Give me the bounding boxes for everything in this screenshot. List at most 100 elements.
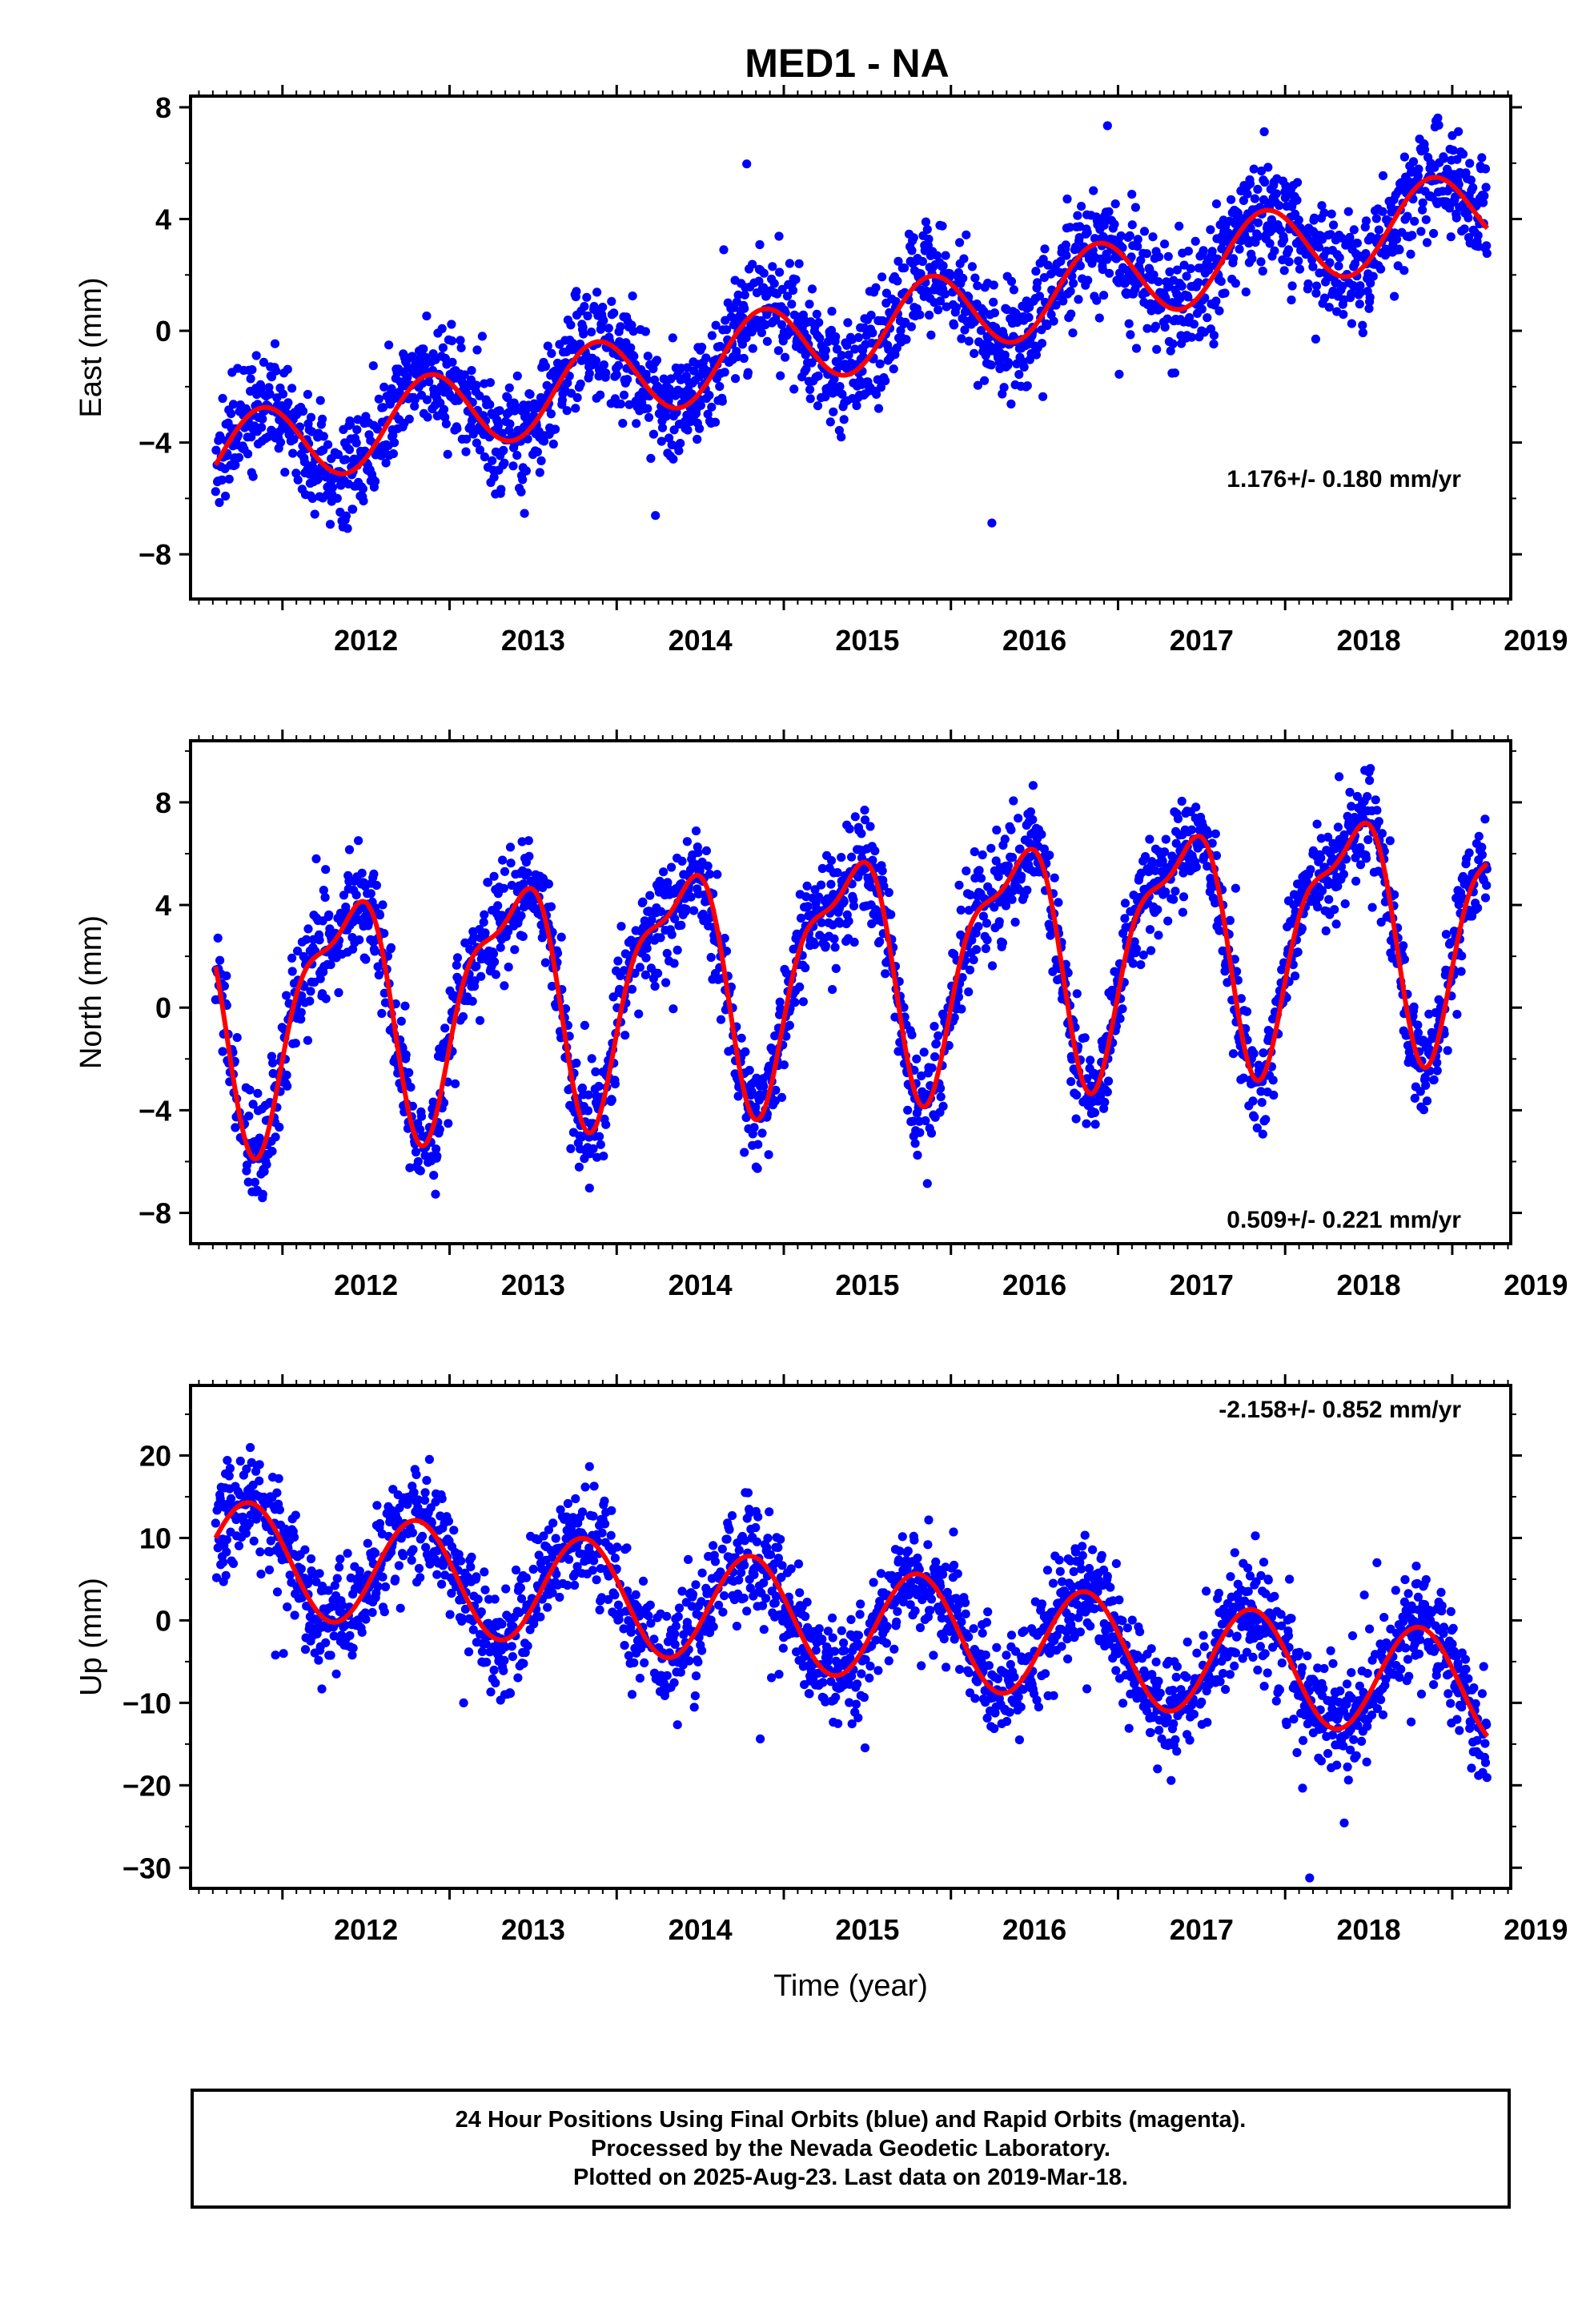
data-point xyxy=(868,328,877,338)
data-point xyxy=(670,914,680,923)
data-point xyxy=(1110,219,1119,229)
data-point xyxy=(255,1547,265,1557)
data-point xyxy=(587,1054,596,1063)
data-point xyxy=(1363,835,1373,845)
data-point xyxy=(1279,266,1289,275)
data-point xyxy=(310,509,319,519)
data-point xyxy=(357,868,367,878)
data-point xyxy=(966,890,975,900)
data-point xyxy=(745,1065,754,1076)
data-point xyxy=(1330,844,1339,854)
data-point xyxy=(1482,248,1492,258)
data-point xyxy=(475,1015,485,1025)
data-point xyxy=(917,256,927,267)
data-point xyxy=(1329,220,1339,230)
data-point xyxy=(1347,802,1356,811)
data-point xyxy=(1378,171,1388,180)
data-point xyxy=(1095,254,1106,263)
data-point xyxy=(612,370,621,380)
data-point xyxy=(315,974,325,983)
data-point xyxy=(1345,787,1355,797)
data-point xyxy=(540,361,551,372)
data-point xyxy=(1297,923,1307,933)
data-point xyxy=(320,893,330,903)
data-point xyxy=(1311,288,1321,298)
data-point xyxy=(954,880,964,890)
data-point xyxy=(248,472,258,481)
data-point xyxy=(1142,324,1152,333)
data-point xyxy=(1340,899,1350,909)
data-point xyxy=(218,1047,227,1056)
data-point xyxy=(1317,201,1327,211)
data-point xyxy=(1110,199,1120,209)
data-point xyxy=(790,998,800,1007)
data-point xyxy=(830,943,840,952)
data-point xyxy=(485,378,496,388)
data-point xyxy=(1376,264,1386,274)
data-point xyxy=(1141,852,1150,862)
data-point xyxy=(1333,882,1343,891)
data-point xyxy=(843,318,853,328)
data-point xyxy=(512,451,522,460)
data-point xyxy=(243,449,253,459)
data-point xyxy=(1248,1096,1258,1106)
data-point xyxy=(705,391,714,400)
data-point xyxy=(452,424,462,433)
data-point xyxy=(259,1167,269,1176)
data-point xyxy=(242,1160,252,1170)
data-point xyxy=(387,384,396,393)
data-point xyxy=(1037,339,1047,348)
data-point xyxy=(1268,1076,1278,1085)
figure-title: MED1 - NA xyxy=(745,41,950,86)
data-point xyxy=(1261,1115,1271,1124)
data-point xyxy=(1065,223,1075,232)
data-point xyxy=(1331,919,1341,929)
data-point xyxy=(1446,232,1456,242)
data-point xyxy=(909,233,918,243)
data-point xyxy=(901,335,911,344)
data-point xyxy=(782,292,793,301)
data-point xyxy=(479,918,488,927)
data-point xyxy=(773,346,784,356)
data-point xyxy=(1039,273,1049,283)
north-axis-label: North (mm) xyxy=(74,915,108,1069)
data-point xyxy=(1413,1020,1423,1030)
data-point xyxy=(681,904,691,914)
data-point xyxy=(1393,261,1403,271)
data-point xyxy=(280,468,290,477)
data-point xyxy=(1191,236,1200,246)
data-point xyxy=(351,891,361,900)
data-point xyxy=(669,454,678,464)
data-point xyxy=(809,940,820,950)
data-point xyxy=(306,987,315,996)
x-tick-label: 2015 xyxy=(835,624,899,657)
data-point xyxy=(828,985,837,995)
data-point xyxy=(580,302,589,312)
data-point xyxy=(701,846,712,855)
data-point xyxy=(1243,189,1252,199)
data-point xyxy=(1312,819,1322,829)
data-point xyxy=(297,991,307,1001)
data-point xyxy=(234,452,244,463)
data-point xyxy=(1452,213,1461,223)
data-point xyxy=(258,1189,267,1199)
data-point xyxy=(1303,279,1313,289)
data-point xyxy=(246,1442,255,1453)
data-point xyxy=(1170,368,1179,378)
data-point xyxy=(989,280,998,290)
data-point xyxy=(1006,825,1016,834)
data-point xyxy=(1254,231,1263,241)
data-point xyxy=(1136,255,1146,265)
data-point xyxy=(369,869,379,879)
data-point xyxy=(379,382,389,392)
x-tick-label: 2019 xyxy=(1504,1269,1568,1301)
data-point xyxy=(781,352,790,362)
data-point xyxy=(986,843,996,853)
data-point xyxy=(588,1144,598,1154)
data-point xyxy=(770,1096,780,1106)
data-point xyxy=(620,1031,630,1040)
data-point xyxy=(1009,285,1018,295)
data-point xyxy=(594,1081,604,1092)
data-point xyxy=(1355,300,1364,309)
data-point xyxy=(753,1164,762,1173)
